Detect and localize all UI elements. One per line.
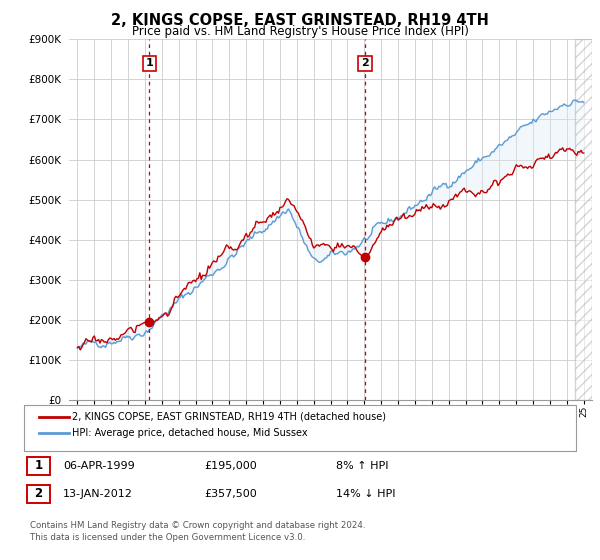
Bar: [575, 39, 592, 400]
Text: 2: 2: [361, 58, 369, 68]
Text: 1: 1: [34, 459, 43, 473]
Text: 1: 1: [146, 58, 154, 68]
Text: 2: 2: [34, 487, 43, 501]
Text: 8% ↑ HPI: 8% ↑ HPI: [336, 461, 389, 471]
Text: 2, KINGS COPSE, EAST GRINSTEAD, RH19 4TH (detached house): 2, KINGS COPSE, EAST GRINSTEAD, RH19 4TH…: [72, 412, 386, 422]
Text: 13-JAN-2012: 13-JAN-2012: [63, 489, 133, 499]
Text: 06-APR-1999: 06-APR-1999: [63, 461, 135, 471]
Text: £357,500: £357,500: [204, 489, 257, 499]
Text: £195,000: £195,000: [204, 461, 257, 471]
Text: 2, KINGS COPSE, EAST GRINSTEAD, RH19 4TH: 2, KINGS COPSE, EAST GRINSTEAD, RH19 4TH: [111, 13, 489, 28]
Text: 14% ↓ HPI: 14% ↓ HPI: [336, 489, 395, 499]
Text: Contains HM Land Registry data © Crown copyright and database right 2024.
This d: Contains HM Land Registry data © Crown c…: [30, 521, 365, 542]
Text: Price paid vs. HM Land Registry's House Price Index (HPI): Price paid vs. HM Land Registry's House …: [131, 25, 469, 38]
Text: HPI: Average price, detached house, Mid Sussex: HPI: Average price, detached house, Mid …: [72, 428, 308, 438]
